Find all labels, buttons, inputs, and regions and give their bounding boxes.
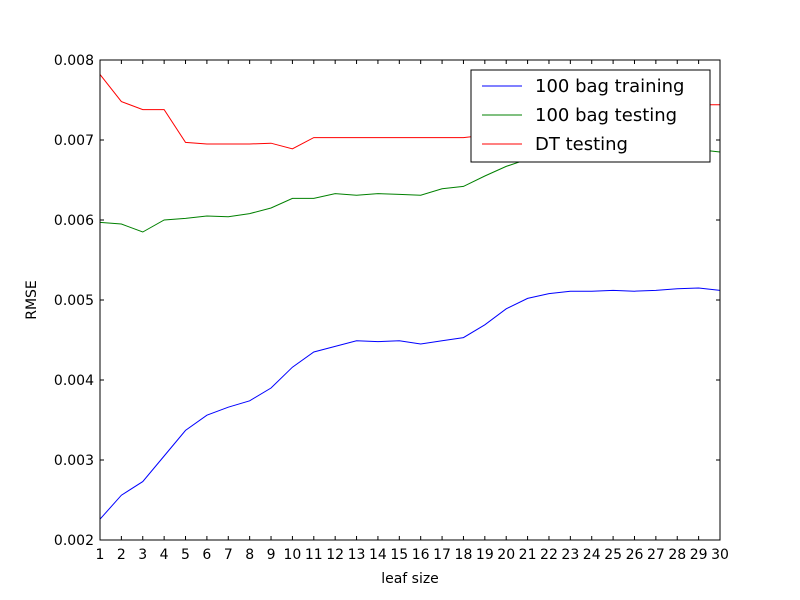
x-tick-label: 4: [160, 547, 169, 563]
x-tick-label: 6: [202, 547, 211, 563]
legend-box: [470, 69, 711, 163]
x-tick-label: 20: [497, 547, 515, 563]
axis-ticks: [99, 59, 721, 541]
x-tick-label: 5: [181, 547, 190, 563]
y-tick-label: 0.002: [54, 533, 94, 549]
x-tick-label: 18: [455, 547, 473, 563]
x-axis-label: leaf size: [381, 571, 439, 587]
x-tick-label: 3: [138, 547, 147, 563]
y-axis-label: RMSE: [24, 280, 40, 320]
y-tick-label: 0.005: [54, 293, 94, 309]
legend-label-dt-testing: DT testing: [535, 134, 628, 155]
x-tick-label: 12: [326, 547, 344, 563]
x-tick-label: 15: [390, 547, 408, 563]
legend-label-bag-testing: 100 bag testing: [535, 105, 677, 126]
y-tick-label: 0.008: [54, 53, 94, 69]
x-tick-label: 29: [690, 547, 708, 563]
legend-label-training: 100 bag training: [535, 76, 684, 97]
x-tick-label: 16: [412, 547, 430, 563]
x-tick-label: 30: [711, 547, 729, 563]
y-tick-labels: 0.002 0.003 0.004 0.005 0.006 0.007 0.008: [54, 53, 94, 549]
x-tick-label: 7: [224, 547, 233, 563]
x-tick-label: 27: [647, 547, 665, 563]
x-tick-label: 25: [604, 547, 622, 563]
x-tick-label: 23: [561, 547, 579, 563]
x-tick-label: 26: [626, 547, 644, 563]
x-tick-label: 9: [267, 547, 276, 563]
y-tick-label: 0.006: [54, 213, 94, 229]
x-tick-label: 11: [305, 547, 323, 563]
legend: 100 bag training 100 bag testing DT test…: [470, 69, 711, 163]
x-tick-label: 19: [476, 547, 494, 563]
x-tick-label: 24: [583, 547, 601, 563]
x-tick-label: 13: [348, 547, 366, 563]
x-tick-label: 21: [519, 547, 537, 563]
x-tick-label: 14: [369, 547, 387, 563]
x-tick-label: 22: [540, 547, 558, 563]
x-tick-label: 10: [283, 547, 301, 563]
y-tick-label: 0.007: [54, 133, 94, 149]
y-tick-label: 0.004: [54, 373, 94, 389]
x-tick-label: 28: [668, 547, 686, 563]
x-tick-label: 2: [117, 547, 126, 563]
y-tick-label: 0.003: [54, 453, 94, 469]
x-tick-labels: 1 2 3 4 5 6 7 8 9 10 11 12 13 14 15 16 17 18 19 20 21 22 23 24 2…: [96, 547, 729, 563]
x-tick-label: 8: [245, 547, 254, 563]
plot-frame: [99, 59, 721, 541]
x-tick-label: 17: [433, 547, 451, 563]
series-line-0: [99, 287, 721, 520]
x-tick-label: 1: [96, 547, 105, 563]
